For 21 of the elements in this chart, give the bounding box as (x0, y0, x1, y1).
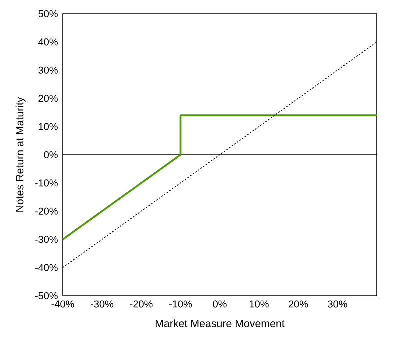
x-tick-label: 0% (213, 300, 227, 308)
y-tick-label: -20% (35, 208, 58, 215)
y-tick-label: -10% (35, 180, 58, 187)
x-tick-label: 20% (288, 300, 308, 308)
x-tick-label: -20% (130, 300, 153, 308)
x-tick-label: -30% (91, 300, 114, 308)
y-tick-label: 10% (39, 123, 58, 130)
x-tick-label: -10% (170, 300, 192, 308)
y-axis-title: Notes Return at Maturity (16, 97, 26, 212)
x-axis-title: Market Measure Movement (156, 320, 285, 328)
y-tick-label: 30% (38, 66, 58, 74)
y-tick-label: -30% (35, 236, 58, 244)
y-tick-label: 20% (38, 95, 58, 102)
x-tick-label: 30% (328, 300, 348, 308)
y-tick-label: 50% (38, 10, 58, 18)
y-tick-label: -50% (35, 292, 58, 300)
x-tick-label: -40% (52, 300, 74, 308)
y-tick-label: -40% (35, 264, 58, 272)
y-tick-label: 40% (38, 38, 58, 46)
y-tick-label: 0% (44, 151, 58, 159)
x-tick-label: 10% (250, 300, 269, 308)
